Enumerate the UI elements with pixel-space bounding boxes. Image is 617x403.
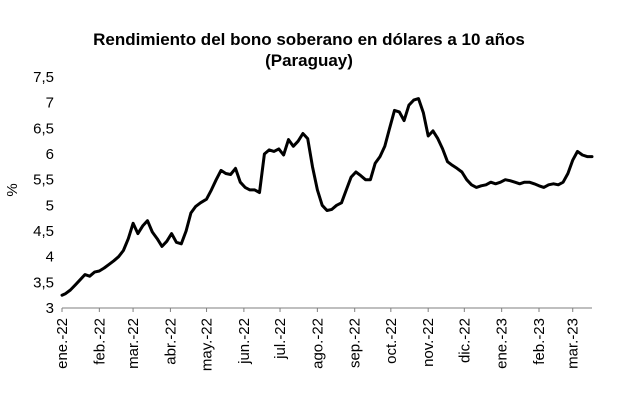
y-tick-label: 7,5	[33, 69, 54, 86]
x-tick-label: nov.-22	[420, 318, 437, 367]
y-tick-label: 5,5	[33, 172, 54, 189]
y-tick-label: 5	[46, 197, 54, 214]
x-tick-label: feb.-23	[531, 318, 548, 365]
x-tick-label: ene.-22	[54, 318, 71, 369]
x-tick-label: mar.-23	[565, 318, 582, 369]
x-tick-label: ago.-22	[309, 318, 326, 369]
y-axis-ticks: 3 3,5 4 4,5 5 5,5 6 6,5 7 7,5	[33, 69, 54, 317]
x-tick-label: may.-22	[199, 318, 216, 371]
y-tick-label: 6,5	[33, 120, 54, 137]
y-tick-label: 3,5	[33, 274, 54, 291]
y-tick-label: 6	[46, 146, 54, 163]
x-tick-label: jul.-22	[272, 318, 289, 360]
x-tick-label: sep.-22	[347, 318, 364, 368]
y-tick-label: 4	[46, 249, 54, 266]
series-line	[60, 97, 594, 297]
y-tick-label: 3	[46, 300, 54, 317]
x-tick-label: jun.-22	[236, 318, 253, 365]
x-tick-label: dic.-22	[456, 318, 473, 363]
x-tick-label: abr.-22	[162, 318, 179, 365]
y-tick-label: 4,5	[33, 223, 54, 240]
x-tick-label: feb.-22	[91, 318, 108, 365]
y-tick-label: 7	[46, 95, 54, 112]
chart-title: Rendimiento del bono soberano en dólares…	[93, 30, 525, 49]
chart-subtitle: (Paraguay)	[265, 51, 353, 70]
x-axis-ticks: ene.-22 feb.-22 mar.-22 abr.-22 may.-22 jun.-…	[54, 308, 582, 371]
y-axis-label: %	[4, 183, 21, 196]
x-tick-label: ene.-23	[494, 318, 511, 369]
x-tick-label: oct.-22	[383, 318, 400, 364]
x-tick-label: mar.-22	[125, 318, 142, 369]
